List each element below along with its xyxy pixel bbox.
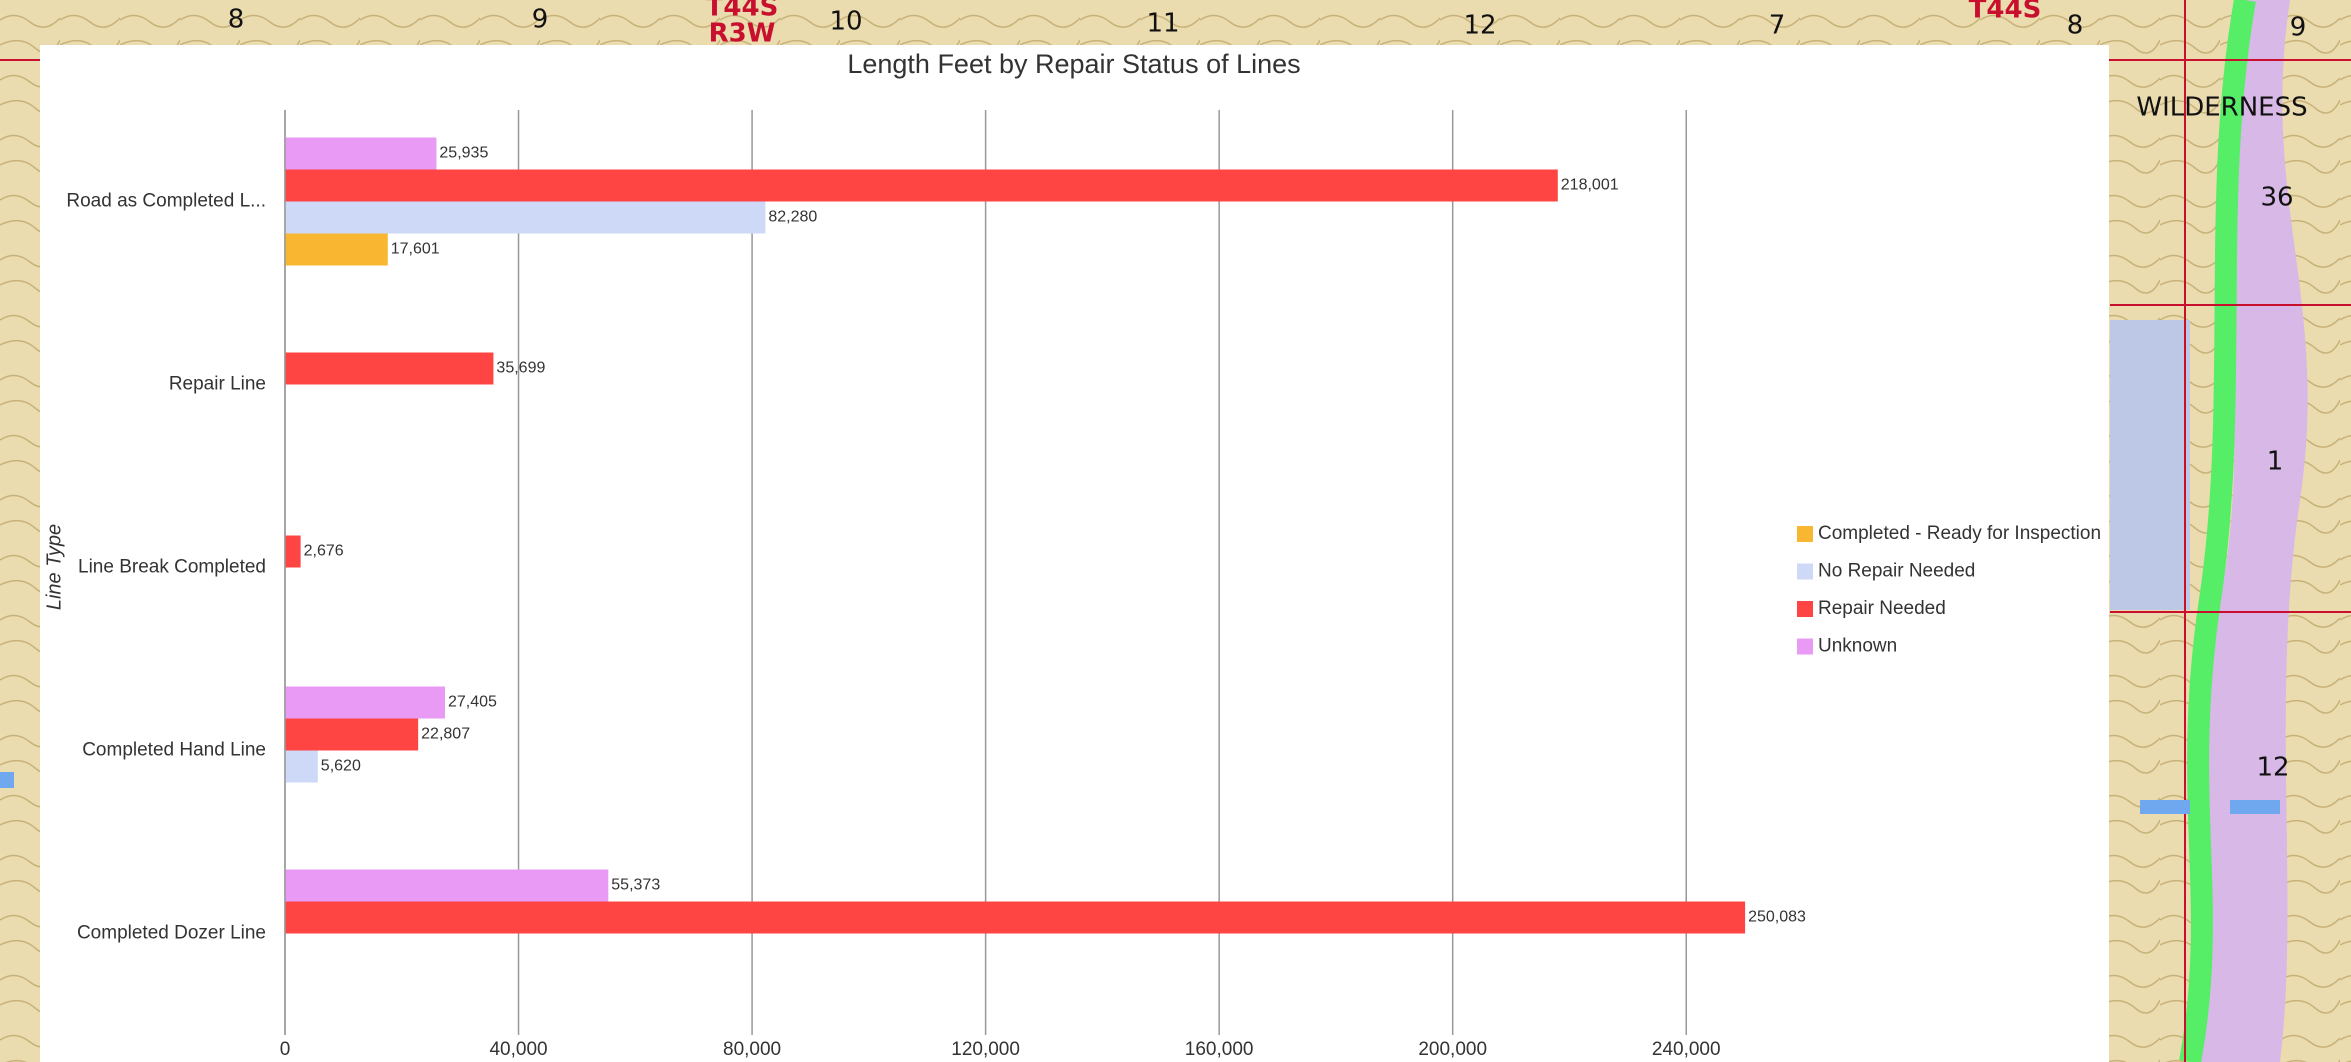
y-tick-label: Repair Line [169, 374, 266, 395]
page: {"map": {"labels": ["8", "9", "T44S", "R… [0, 0, 2351, 1062]
x-tick-label: 40,000 [489, 1039, 547, 1060]
bar [285, 202, 765, 234]
value-label: 82,280 [768, 209, 817, 226]
legend-label: Repair Needed [1818, 598, 1946, 619]
bar [285, 138, 436, 170]
map-label: 1 [2267, 447, 2284, 477]
x-tick-label: 240,000 [1652, 1039, 1721, 1060]
value-label: 22,807 [421, 726, 470, 743]
y-tick-label: Completed Hand Line [82, 740, 266, 761]
bar [285, 687, 445, 719]
map-label: WILDERNESS [2136, 93, 2307, 123]
map-label: 9 [532, 5, 549, 35]
value-label: 5,620 [321, 758, 361, 775]
y-tick-label: Road as Completed L... [66, 191, 266, 212]
x-tick-label: 200,000 [1418, 1039, 1487, 1060]
x-tick-label: 0 [280, 1039, 291, 1060]
legend-label: Unknown [1818, 636, 1897, 657]
x-tick-label: 80,000 [723, 1039, 781, 1060]
bar [285, 170, 1558, 202]
map-label: 9 [2290, 13, 2307, 43]
legend-label: No Repair Needed [1818, 561, 1975, 582]
legend-swatch [1797, 564, 1813, 580]
legend-swatch [1797, 639, 1813, 655]
screen: 89T44SR3W1011127T44S89WILDERNESS36112 Le… [0, 0, 2351, 1062]
legend-swatch [1797, 526, 1813, 542]
map-label: 10 [829, 7, 862, 37]
chart-title: Length Feet by Repair Status of Lines [847, 49, 1300, 79]
map-label: 36 [2260, 183, 2293, 213]
value-label: 35,699 [496, 360, 545, 377]
legend-swatch [1797, 601, 1813, 617]
map-label: 8 [2067, 11, 2084, 41]
value-label: 27,405 [448, 694, 497, 711]
map-label: T44S [1969, 0, 2042, 25]
value-label: 17,601 [391, 241, 440, 258]
y-axis-label: Line Type [43, 524, 65, 610]
map-label: R3W [709, 19, 776, 49]
y-tick-label: Line Break Completed [78, 557, 266, 578]
legend-label: Completed - Ready for Inspection [1818, 523, 2101, 544]
bar [285, 353, 493, 385]
value-label: 250,083 [1748, 909, 1806, 926]
map-label: 7 [1769, 11, 1786, 41]
x-tick-label: 120,000 [951, 1039, 1020, 1060]
bar [285, 751, 318, 783]
value-label: 55,373 [611, 877, 660, 894]
map-label: 12 [2256, 753, 2289, 783]
value-label: 25,935 [439, 145, 488, 162]
value-label: 2,676 [304, 543, 344, 560]
bar [285, 536, 301, 568]
bar [285, 719, 418, 751]
map-label: 12 [1463, 11, 1496, 41]
bar [285, 902, 1745, 934]
bar [285, 870, 608, 902]
bar [285, 234, 388, 266]
x-tick-label: 160,000 [1185, 1039, 1254, 1060]
map-label: 8 [228, 5, 245, 35]
map-label: 11 [1146, 9, 1179, 39]
value-label: 218,001 [1561, 177, 1619, 194]
y-tick-label: Completed Dozer Line [77, 923, 266, 944]
